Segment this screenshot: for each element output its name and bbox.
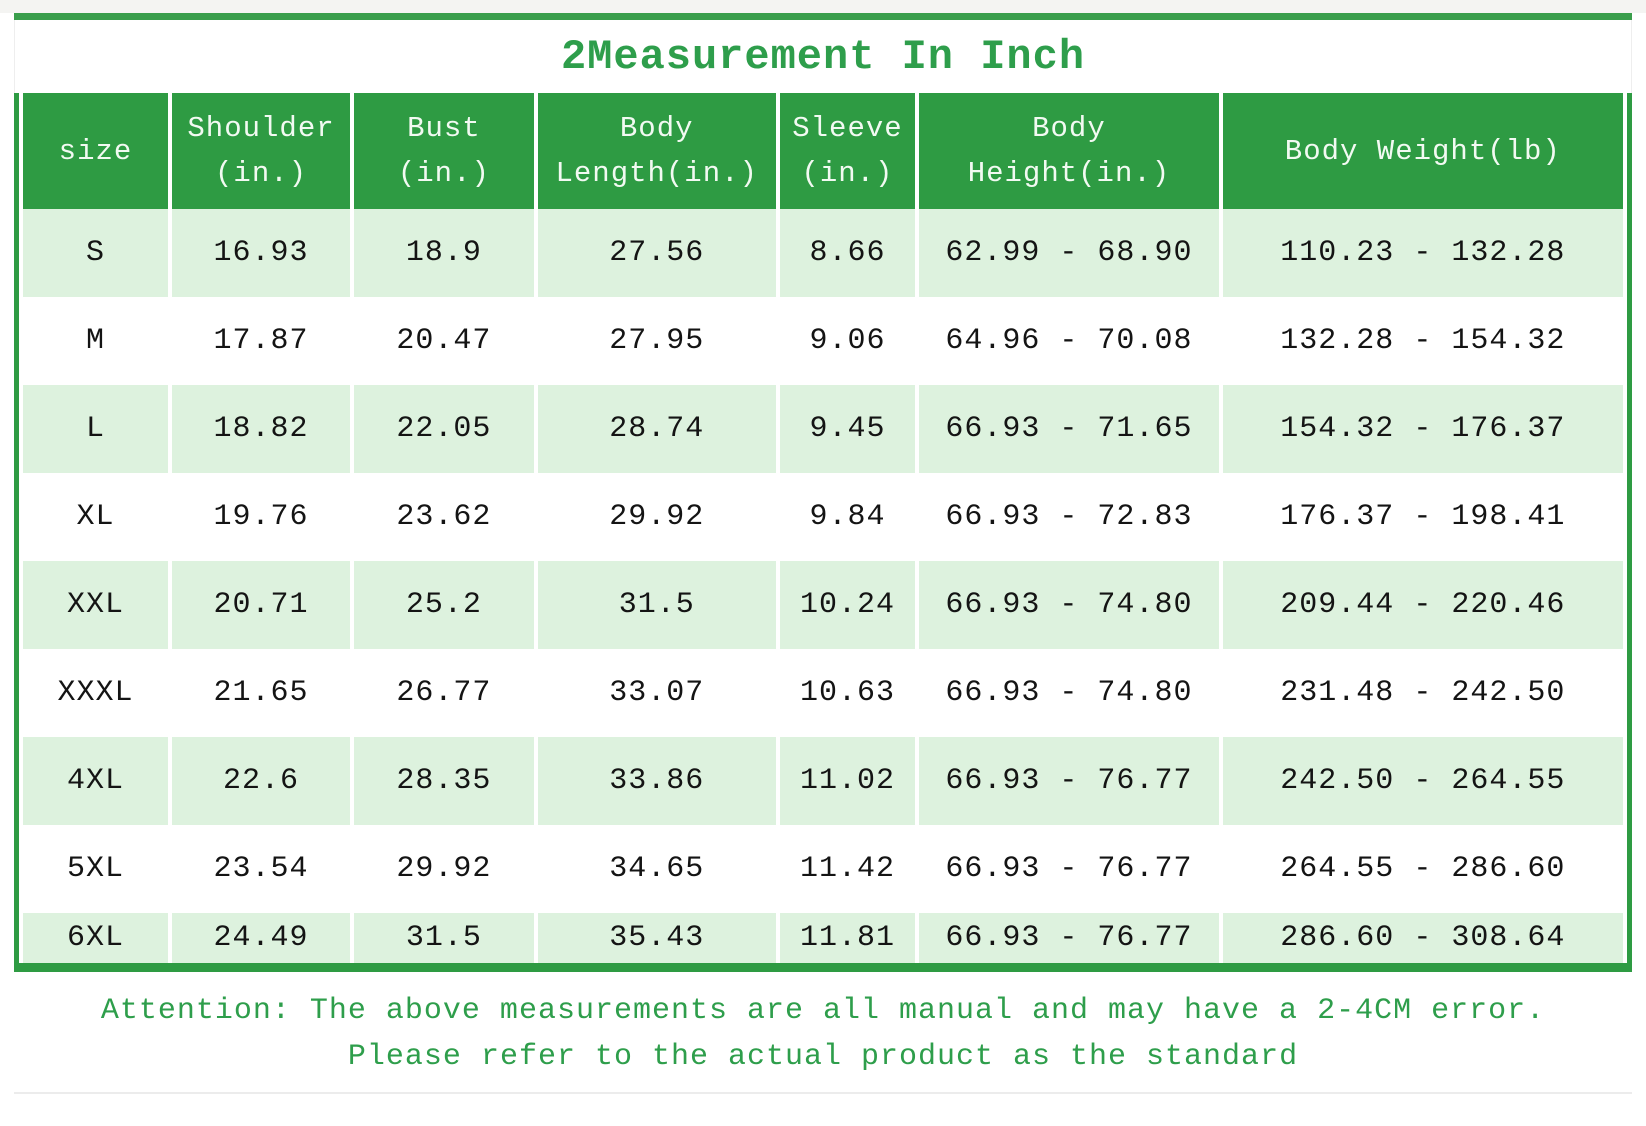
measurement-cell: 66.93 - 71.65	[919, 385, 1219, 473]
size-label-cell: 4XL	[23, 737, 168, 825]
size-label-cell: 5XL	[23, 825, 168, 913]
measurement-cell: 9.45	[779, 385, 916, 473]
column-header: Sleeve (in.)	[779, 93, 916, 209]
title-bar: 2Measurement In Inch	[14, 20, 1632, 93]
column-header: Body Weight(lb)	[1222, 93, 1623, 209]
measurement-cell: 20.71	[171, 561, 351, 649]
size-chart-page: 2Measurement In Inch size Shoulder (in.) B…	[0, 13, 1646, 1094]
measurement-cell: 9.06	[779, 297, 916, 385]
measurement-cell: 29.92	[537, 473, 776, 561]
measurement-cell: 231.48 - 242.50	[1222, 649, 1623, 737]
measurement-cell: 23.54	[171, 825, 351, 913]
size-label-cell: S	[23, 209, 168, 297]
column-header: Bust (in.)	[354, 93, 534, 209]
measurement-cell: 31.5	[354, 913, 534, 963]
measurement-cell: 25.2	[354, 561, 534, 649]
measurement-cell: 64.96 - 70.08	[919, 297, 1219, 385]
measurement-cell: 66.93 - 74.80	[919, 649, 1219, 737]
size-label-cell: M	[23, 297, 168, 385]
table-row: 4XL 22.6 28.35 33.86 11.02 66.93 - 76.77 242.5…	[23, 737, 1623, 825]
page-title: 2Measurement In Inch	[560, 32, 1086, 81]
table-row: S 16.93 18.9 27.56 8.66 62.99 - 68.90 110.23 -…	[23, 209, 1623, 297]
measurement-cell: 16.93	[171, 209, 351, 297]
size-label-cell: XXL	[23, 561, 168, 649]
measurement-cell: 22.6	[171, 737, 351, 825]
measurement-cell: 11.42	[779, 825, 916, 913]
measurement-cell: 23.62	[354, 473, 534, 561]
measurement-cell: 66.93 - 76.77	[919, 913, 1219, 963]
table-row: 6XL 24.49 31.5 35.43 11.81 66.93 - 76.77 286.6…	[23, 913, 1623, 963]
table-body: S 16.93 18.9 27.56 8.66 62.99 - 68.90 110.23 -…	[23, 209, 1623, 963]
table-row: 5XL 23.54 29.92 34.65 11.42 66.93 - 76.77 264.…	[23, 825, 1623, 913]
measurement-cell: 8.66	[779, 209, 916, 297]
measurement-cell: 27.95	[537, 297, 776, 385]
measurement-cell: 66.93 - 72.83	[919, 473, 1219, 561]
measurement-cell: 28.35	[354, 737, 534, 825]
measurement-cell: 209.44 - 220.46	[1222, 561, 1623, 649]
page-top-strip	[0, 0, 1646, 13]
size-measurement-table: size Shoulder (in.) Bust (in.) Body Length(…	[19, 93, 1627, 963]
column-header: Body Length(in.)	[537, 93, 776, 209]
attention-note-line-1: Attention: The above measurements are al…	[100, 994, 1546, 1028]
column-header: size	[23, 93, 168, 209]
column-header: Shoulder (in.)	[171, 93, 351, 209]
measurement-cell: 66.93 - 76.77	[919, 825, 1219, 913]
measurement-cell: 154.32 - 176.37	[1222, 385, 1623, 473]
measurement-cell: 28.74	[537, 385, 776, 473]
measurement-cell: 26.77	[354, 649, 534, 737]
measurement-cell: 34.65	[537, 825, 776, 913]
measurement-cell: 66.93 - 74.80	[919, 561, 1219, 649]
measurement-cell: 286.60 - 308.64	[1222, 913, 1623, 963]
measurement-cell: 21.65	[171, 649, 351, 737]
measurement-cell: 11.02	[779, 737, 916, 825]
measurement-cell: 24.49	[171, 913, 351, 963]
table-row: M 17.87 20.47 27.95 9.06 64.96 - 70.08 132.28 …	[23, 297, 1623, 385]
measurement-cell: 18.9	[354, 209, 534, 297]
measurement-cell: 264.55 - 286.60	[1222, 825, 1623, 913]
table-header-row: size Shoulder (in.) Bust (in.) Body Length(…	[23, 93, 1623, 209]
measurement-cell: 10.63	[779, 649, 916, 737]
header-row: size Shoulder (in.) Bust (in.) Body Length(…	[23, 93, 1623, 209]
table-row: XXXL 21.65 26.77 33.07 10.63 66.93 - 74.80 231…	[23, 649, 1623, 737]
measurement-cell: 27.56	[537, 209, 776, 297]
measurement-cell: 17.87	[171, 297, 351, 385]
size-table-border: size Shoulder (in.) Bust (in.) Body Length(…	[14, 93, 1632, 972]
measurement-cell: 110.23 - 132.28	[1222, 209, 1623, 297]
measurement-cell: 35.43	[537, 913, 776, 963]
table-row: XXL 20.71 25.2 31.5 10.24 66.93 - 74.80 209.44…	[23, 561, 1623, 649]
size-label-cell: XL	[23, 473, 168, 561]
measurement-cell: 62.99 - 68.90	[919, 209, 1219, 297]
measurement-cell: 31.5	[537, 561, 776, 649]
attention-note-line-2: Please refer to the actual product as th…	[347, 1040, 1299, 1074]
measurement-cell: 20.47	[354, 297, 534, 385]
measurement-cell: 66.93 - 76.77	[919, 737, 1219, 825]
measurement-cell: 29.92	[354, 825, 534, 913]
column-header: Body Height(in.)	[919, 93, 1219, 209]
measurement-cell: 33.07	[537, 649, 776, 737]
measurement-cell: 132.28 - 154.32	[1222, 297, 1623, 385]
top-divider-rule	[14, 13, 1632, 20]
measurement-cell: 242.50 - 264.55	[1222, 737, 1623, 825]
size-label-cell: L	[23, 385, 168, 473]
measurement-cell: 10.24	[779, 561, 916, 649]
measurement-cell: 22.05	[354, 385, 534, 473]
table-row: XL 19.76 23.62 29.92 9.84 66.93 - 72.83 176.37…	[23, 473, 1623, 561]
measurement-cell: 19.76	[171, 473, 351, 561]
measurement-cell: 33.86	[537, 737, 776, 825]
measurement-cell: 11.81	[779, 913, 916, 963]
measurement-cell: 176.37 - 198.41	[1222, 473, 1623, 561]
measurement-cell: 18.82	[171, 385, 351, 473]
measurement-cell: 9.84	[779, 473, 916, 561]
size-label-cell: XXXL	[23, 649, 168, 737]
attention-note: Attention: The above measurements are al…	[14, 972, 1632, 1094]
table-row: L 18.82 22.05 28.74 9.45 66.93 - 71.65 154.32 …	[23, 385, 1623, 473]
size-label-cell: 6XL	[23, 913, 168, 963]
